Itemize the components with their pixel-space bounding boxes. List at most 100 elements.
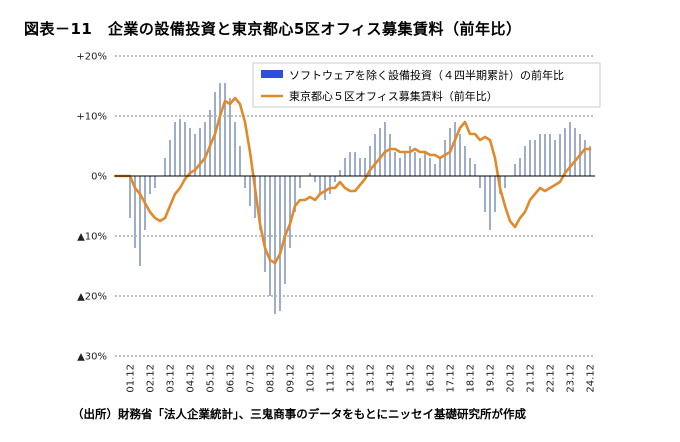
- bar: [399, 158, 401, 176]
- x-tick-label: 12.12: [346, 364, 357, 393]
- bar: [439, 158, 441, 176]
- x-tick-label: 15.12: [406, 364, 417, 393]
- x-tick-label: 24.12: [586, 364, 597, 393]
- x-axis: 01.12 02.12 03.12 04.12 05.12 06.12 07.12 08.12…: [115, 175, 597, 393]
- x-tick-label: 20.12: [506, 364, 517, 393]
- bar: [279, 176, 281, 311]
- x-tick-label: 21.12: [526, 364, 537, 393]
- bar: [284, 176, 286, 284]
- bar: [479, 176, 481, 188]
- x-tick-label: 08.12: [266, 364, 277, 393]
- bar: [529, 140, 531, 176]
- x-tick-label: 11.12: [326, 364, 337, 393]
- bar: [394, 152, 396, 176]
- x-tick-label: 01.12: [126, 364, 137, 393]
- bar: [244, 176, 246, 188]
- bar: [414, 152, 416, 176]
- bar: [344, 158, 346, 176]
- bar: [464, 146, 466, 176]
- x-tick-label: 14.12: [386, 364, 397, 393]
- x-tick-label: 06.12: [226, 364, 237, 393]
- bar: [234, 122, 236, 176]
- bar: [179, 119, 181, 176]
- bar: [174, 122, 176, 176]
- bar: [359, 158, 361, 176]
- bar: [329, 176, 331, 194]
- bar: [334, 176, 336, 182]
- x-tick-label: 04.12: [186, 364, 197, 393]
- bar: [549, 134, 551, 176]
- x-tick-label: 09.12: [286, 364, 297, 393]
- bar: [354, 152, 356, 176]
- x-tick-label: 07.12: [246, 364, 257, 393]
- bar: [514, 164, 516, 176]
- legend-box: [252, 62, 601, 108]
- y-tick-label: +20%: [76, 52, 107, 63]
- bar: [324, 176, 326, 200]
- bar: [534, 140, 536, 176]
- bar: [429, 158, 431, 176]
- bar: [469, 158, 471, 176]
- bar: [184, 122, 186, 176]
- bar: [379, 128, 381, 176]
- bar: [434, 164, 436, 176]
- y-tick-label: ▲20%: [77, 292, 107, 303]
- bar: [589, 146, 591, 176]
- bar: [314, 176, 316, 182]
- grid: [115, 55, 595, 357]
- bar: [154, 176, 156, 188]
- bar: [219, 83, 221, 176]
- bar: [189, 128, 191, 176]
- bar: [564, 128, 566, 176]
- legend: ソフトウェアを除く設備投資（４四半期累計）の前年比 東京都心５区オフィス募集賃料…: [252, 62, 601, 108]
- bar: [369, 146, 371, 176]
- bar: [424, 152, 426, 176]
- y-axis: +20% +10% 0% ▲10% ▲20% ▲30%: [76, 52, 107, 363]
- bar: [249, 176, 251, 206]
- bar: [289, 176, 291, 248]
- bar: [409, 146, 411, 176]
- bar: [229, 98, 231, 176]
- bar: [164, 158, 166, 176]
- bar: [459, 134, 461, 176]
- x-tick-label: 03.12: [166, 364, 177, 393]
- bar: [504, 176, 506, 188]
- bar: [539, 134, 541, 176]
- bar: [454, 122, 456, 176]
- bar: [584, 140, 586, 176]
- x-tick-label: 18.12: [466, 364, 477, 393]
- bar: [349, 152, 351, 176]
- x-tick-label: 19.12: [486, 364, 497, 393]
- bar: [384, 122, 386, 176]
- bar: [569, 122, 571, 176]
- y-tick-label: ▲30%: [77, 352, 107, 363]
- bar: [484, 176, 486, 212]
- legend-bar-swatch: [261, 70, 283, 78]
- bar: [134, 176, 136, 248]
- chart-title: 図表－11 企業の設備投資と東京都心5区オフィス募集賃料（前年比）: [24, 20, 522, 38]
- bar: [294, 176, 296, 212]
- x-tick-label: 13.12: [366, 364, 377, 393]
- bar: [519, 158, 521, 176]
- bar: [299, 176, 301, 188]
- y-tick-label: 0%: [91, 172, 107, 183]
- bar: [259, 176, 261, 230]
- bar: [339, 170, 341, 176]
- bar: [494, 176, 496, 212]
- source-note: （出所）財務省「法人企業統計」、三鬼商事のデータをもとにニッセイ基礎研究所が作成: [72, 407, 527, 421]
- bar: [129, 176, 131, 218]
- x-tick-label: 17.12: [446, 364, 457, 393]
- x-tick-label: 23.12: [566, 364, 577, 393]
- bar: [149, 176, 151, 194]
- bar: [489, 176, 491, 230]
- bar: [194, 134, 196, 176]
- bar: [364, 158, 366, 176]
- legend-bar-label: ソフトウェアを除く設備投資（４四半期累計）の前年比: [289, 68, 564, 82]
- y-tick-label: ▲10%: [77, 232, 107, 243]
- y-tick-label: +10%: [76, 112, 107, 123]
- x-tick-label: 22.12: [546, 364, 557, 393]
- bar: [524, 146, 526, 176]
- x-tick-label: 10.12: [306, 364, 317, 393]
- bar: [199, 128, 201, 176]
